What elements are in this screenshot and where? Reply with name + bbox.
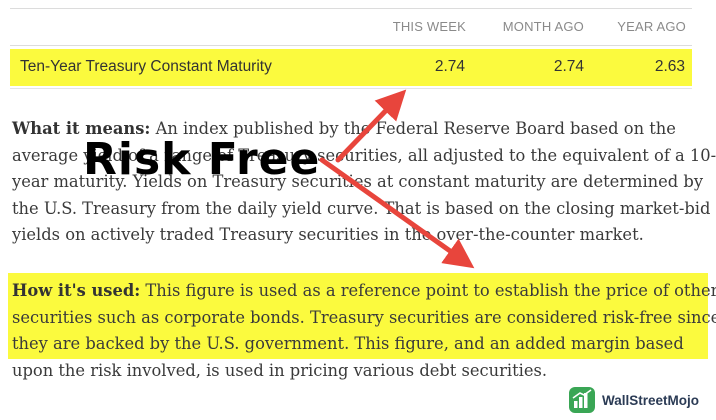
what-it-means-heading: What it means: (12, 119, 151, 138)
paragraph-line: they are backed by the U.S. government. … (12, 334, 684, 353)
paragraph-line: securities such as corporate bonds. Trea… (12, 307, 716, 327)
brand-name: WallStreetMojo (602, 392, 700, 408)
header-year-ago: YEAR AGO (617, 19, 686, 34)
header-divider (10, 45, 692, 46)
header-month-ago: MONTH AGO (502, 19, 584, 34)
table-top-divider (10, 8, 692, 9)
arrow-down-icon (319, 157, 475, 269)
brand-watermark: WallStreetMojo (568, 386, 699, 414)
table-row: Ten-Year Treasury Constant Maturity 2.74… (10, 49, 692, 86)
value-month-ago: 2.74 (553, 58, 584, 75)
what-it-means-paragraph: What it means: An index published by the… (12, 116, 716, 249)
paragraph-line: yields on actively traded Treasury secur… (12, 225, 644, 244)
paragraph-line: year maturity. Yields on Treasury securi… (12, 172, 704, 191)
row-divider (10, 88, 692, 89)
arrow-up-icon (335, 89, 407, 163)
how-its-used-heading: How it's used: (12, 281, 141, 300)
header-this-week: THIS WEEK (392, 19, 466, 34)
row-label: Ten-Year Treasury Constant Maturity (20, 58, 272, 75)
how-its-used-paragraph: How it's used: This figure is used as a … (12, 278, 716, 384)
risk-free-annotation: Risk Free (83, 134, 321, 185)
paragraph-line: upon the risk involved, is used in prici… (12, 360, 548, 380)
value-year-ago: 2.63 (654, 58, 685, 75)
wallstreetmojo-logo-icon (569, 387, 595, 413)
paragraph-line: What it means: An index published by the… (12, 119, 676, 138)
paragraph-line: the U.S. Treasury from the daily yield c… (12, 198, 711, 218)
value-this-week: 2.74 (434, 58, 465, 75)
how-its-used-highlight (8, 273, 708, 359)
paragraph-line: How it's used: This figure is used as a … (12, 281, 716, 300)
paragraph-line: average yield of a range of Treasury sec… (12, 145, 716, 165)
